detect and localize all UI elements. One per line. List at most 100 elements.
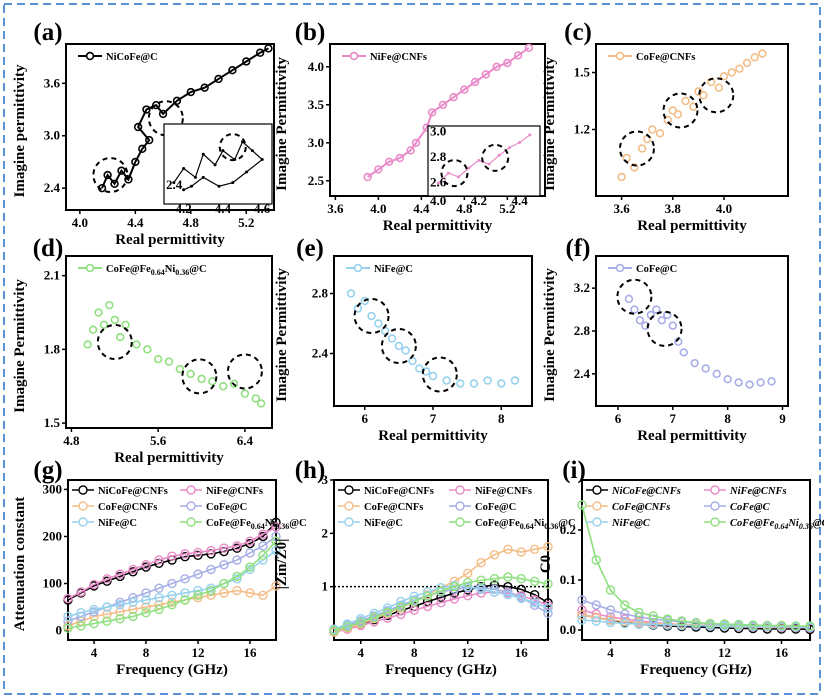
inset-data-point — [446, 171, 450, 175]
y-tick-label: 1.5 — [574, 65, 591, 80]
data-point — [219, 578, 229, 589]
data-point — [219, 560, 229, 570]
data-point — [637, 144, 647, 153]
inset-data-point — [250, 149, 254, 153]
legend-label: NiFe@C — [364, 518, 403, 529]
data-point — [503, 587, 513, 597]
y-tick-label: 2 — [322, 525, 329, 540]
x-tick-label: 9 — [779, 411, 786, 426]
data-point — [662, 620, 673, 630]
y-axis-label: Imagine Permittivity — [542, 268, 558, 402]
data-point — [102, 602, 112, 612]
panel-a: 4.0 4.4 4.8 5.2 2.4 3.0 3.6 Real permittivity Im… — [12, 19, 275, 248]
data-point — [476, 584, 486, 595]
data-point — [748, 620, 758, 630]
data-point — [705, 621, 715, 631]
data-point — [374, 319, 383, 328]
data-point — [456, 379, 465, 388]
data-point — [620, 600, 630, 610]
data-point — [154, 583, 164, 593]
data-point — [469, 379, 479, 388]
data-point — [154, 604, 164, 615]
data-point — [577, 615, 587, 625]
x-tick-label: 4.8 — [63, 433, 80, 448]
panel-f: 6 7 8 9 2.4 2.8 3.2 Real permittivity Imagine Pe… — [542, 235, 789, 444]
data-point — [219, 543, 229, 553]
legend-text-part: Ni — [787, 518, 799, 529]
legend-marker — [710, 485, 720, 495]
inset-data-point — [487, 162, 491, 166]
data-point — [591, 555, 601, 565]
data-point — [145, 135, 154, 145]
x-axis-label: Real permittivity — [115, 232, 225, 248]
highlight-circle — [226, 353, 263, 390]
data-point — [245, 548, 255, 558]
x-tick-label: 5.6 — [150, 433, 167, 448]
inset-x-tick-label: 4.0 — [430, 193, 446, 208]
data-point — [634, 607, 644, 618]
legend-label: CoFe@C — [730, 502, 771, 513]
legend-label: CoFe@CNFs — [636, 52, 695, 63]
y-tick-label: 3 — [322, 472, 329, 487]
data-point — [240, 389, 250, 398]
data-point — [382, 607, 393, 617]
inset-data-point — [436, 181, 440, 185]
data-point — [529, 595, 540, 605]
legend-marker — [349, 51, 359, 61]
highlight-circle — [353, 298, 390, 334]
x-tick-label: 12 — [461, 645, 474, 660]
inset-data-point — [497, 153, 501, 157]
legend-marker — [85, 263, 95, 273]
inset-data-point — [217, 184, 221, 188]
x-tick-label: 5.2 — [238, 215, 254, 230]
data-point — [758, 49, 767, 58]
highlight-circle — [421, 356, 458, 393]
inset-data-point — [231, 181, 235, 185]
legend-label: CoFe@CNFs — [612, 502, 670, 513]
x-tick-label: 4 — [607, 645, 614, 660]
panel-c: 3.6 3.8 4.0 1.2 1.5 Real permittivity Imagine … — [542, 19, 789, 234]
highlight-circle — [698, 77, 735, 114]
data-point — [128, 597, 138, 608]
data-point — [115, 614, 125, 624]
inset-data-point — [528, 133, 532, 137]
legend-label: NiCoFe@CNFs — [611, 486, 681, 497]
data-point — [99, 320, 109, 329]
legend-label: CoFe@Fe0.64Ni0.36@C — [106, 264, 207, 277]
highlight-circle — [92, 157, 129, 194]
data-point — [367, 311, 376, 321]
data-point — [164, 357, 174, 366]
inset-highlight-circle — [481, 143, 510, 172]
legend-label: NiFe@CNFs — [729, 486, 787, 497]
data-point — [483, 376, 492, 385]
data-point — [88, 325, 98, 334]
data-point — [83, 340, 92, 349]
legend-text-part: 0.36 — [275, 522, 289, 531]
data-point — [756, 378, 765, 387]
data-point — [620, 618, 630, 629]
data-point — [103, 170, 112, 180]
data-point — [529, 576, 540, 587]
data-point — [228, 66, 237, 75]
panel-label: (b) — [295, 19, 326, 46]
data-point — [255, 48, 265, 57]
data-point — [63, 611, 73, 622]
x-tick-label: 7 — [430, 411, 437, 426]
data-point — [577, 595, 587, 605]
data-point — [648, 125, 657, 134]
x-tick-label: 12 — [192, 645, 205, 660]
legend-text-part: 0.64 — [151, 268, 165, 277]
data-point — [690, 358, 699, 368]
panel-label: (d) — [33, 235, 64, 262]
data-point — [427, 108, 437, 117]
highlight-circle — [147, 100, 184, 137]
x-tick-label: 12 — [718, 645, 731, 660]
data-point — [617, 172, 626, 182]
data-point — [110, 179, 119, 188]
legend-text-part: @C — [558, 518, 575, 529]
data-point — [543, 579, 553, 589]
x-tick-label: 4.0 — [716, 201, 732, 216]
x-tick-label: 8 — [411, 645, 418, 660]
legend-label: CoFe@Fe0.64Ni0.36@C — [475, 518, 576, 531]
data-point — [543, 541, 553, 552]
